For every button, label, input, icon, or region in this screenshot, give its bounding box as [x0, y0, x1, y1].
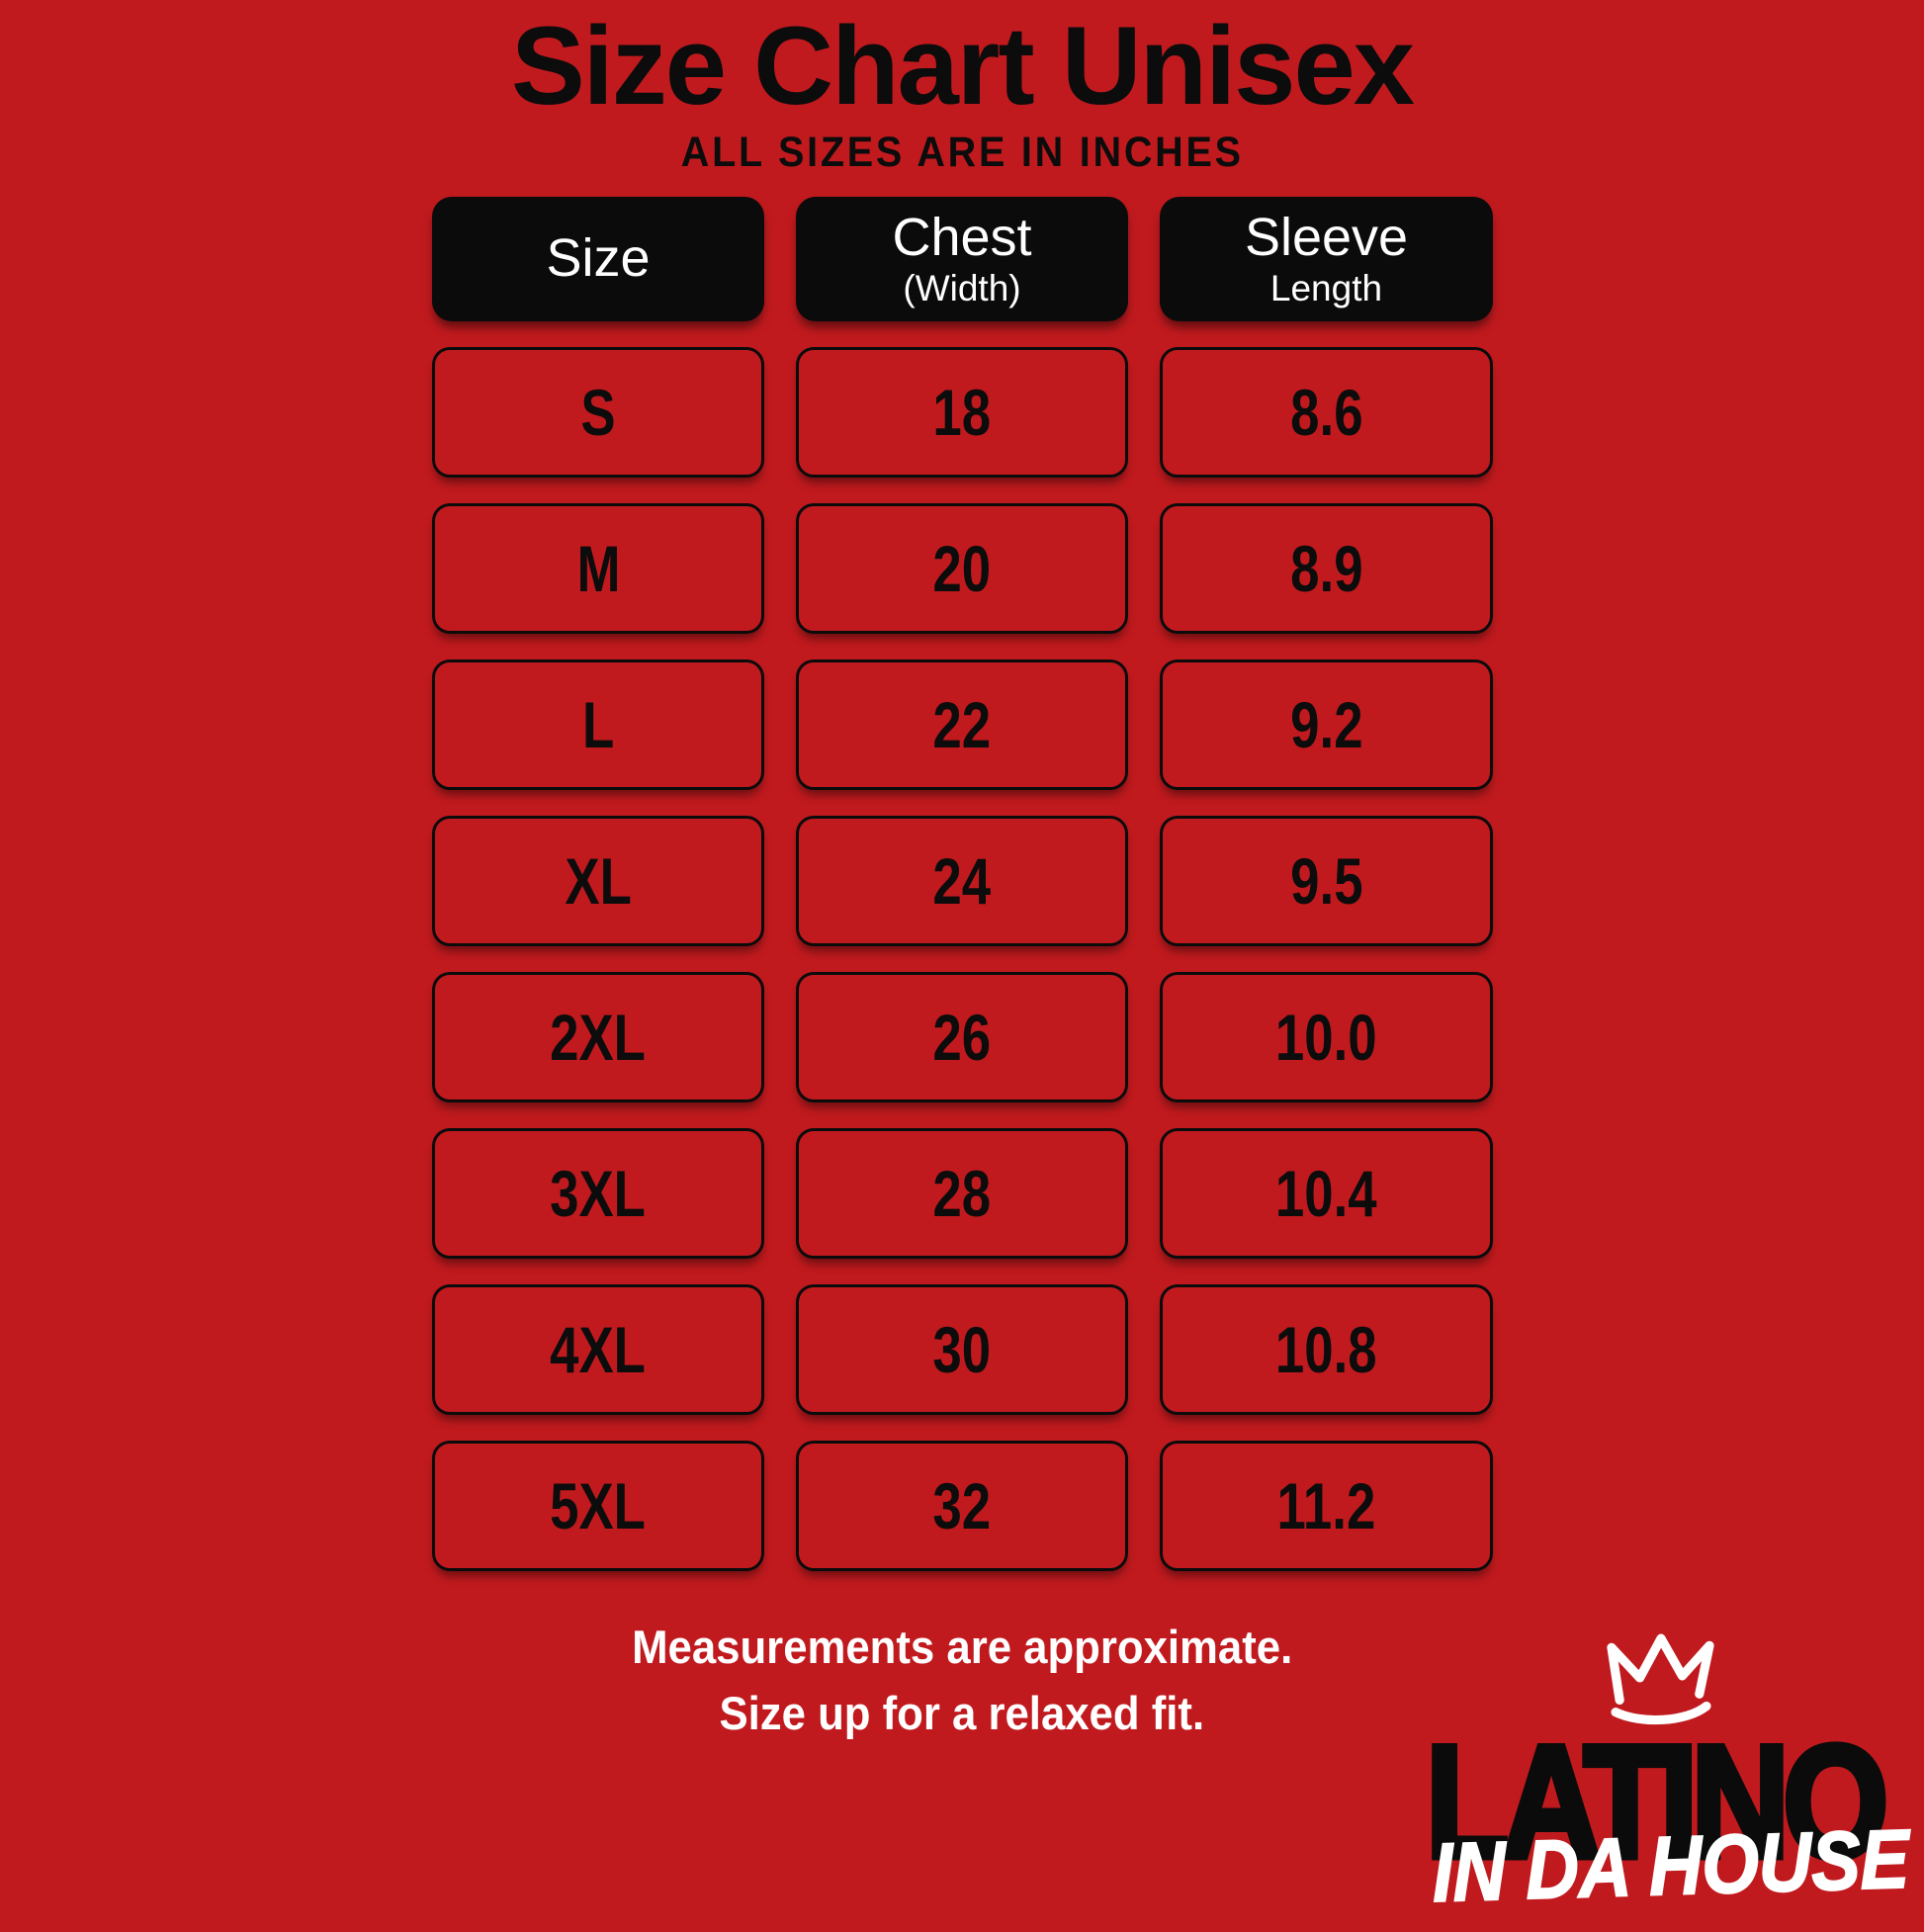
brand-tagline: IN DA HOUSE [1431, 1811, 1911, 1920]
column-header-sleeve-sublabel: Length [1269, 268, 1383, 309]
sleeve-value: 9.5 [1289, 844, 1363, 918]
size-value: 3XL [550, 1157, 647, 1230]
size-value: 5XL [550, 1469, 647, 1542]
sleeve-cell: 9.5 [1160, 816, 1493, 946]
chest-value: 26 [932, 1001, 992, 1074]
chest-cell: 28 [796, 1128, 1128, 1259]
chest-cell: 26 [796, 972, 1128, 1102]
column-header-size-label: Size [546, 228, 651, 289]
sleeve-value: 8.6 [1289, 376, 1363, 449]
sleeve-cell: 11.2 [1160, 1441, 1493, 1571]
column-header-chest: Chest (Width) [796, 197, 1128, 321]
size-cell: 3XL [432, 1128, 764, 1259]
chest-value: 18 [932, 376, 992, 449]
column-header-size: Size [432, 197, 764, 321]
sleeve-cell: 10.8 [1160, 1284, 1493, 1415]
size-cell: 4XL [432, 1284, 764, 1415]
chest-cell: 22 [796, 659, 1128, 790]
sleeve-value: 10.8 [1275, 1313, 1377, 1386]
size-cell: L [432, 659, 764, 790]
size-value: XL [565, 844, 632, 918]
size-table: Size Chest (Width) Sleeve Length S 18 8.… [432, 197, 1493, 1571]
brand-name: LATINO [1423, 1712, 1891, 1891]
footer-note-line1: Measurements are approximate. [631, 1621, 1293, 1673]
chest-cell: 30 [796, 1284, 1128, 1415]
size-cell: S [432, 347, 764, 478]
chest-value: 22 [932, 688, 992, 761]
column-header-chest-label: Chest [892, 207, 1032, 267]
sleeve-value: 11.2 [1276, 1469, 1376, 1542]
sleeve-value: 10.0 [1275, 1001, 1377, 1074]
size-value: S [580, 376, 616, 449]
page-subtitle: ALL SIZES ARE IN INCHES [0, 129, 1924, 177]
chest-cell: 20 [796, 503, 1128, 634]
column-header-chest-sublabel: (Width) [903, 268, 1021, 309]
sleeve-value: 10.4 [1275, 1157, 1377, 1230]
footer-note: Measurements are approximate. Size up fo… [0, 1614, 1924, 1746]
sleeve-cell: 10.4 [1160, 1128, 1493, 1259]
chest-value: 24 [932, 844, 992, 918]
column-header-sleeve-label: Sleeve [1244, 207, 1409, 267]
chest-value: 28 [932, 1157, 992, 1230]
size-value: L [581, 688, 615, 761]
column-header-sleeve: Sleeve Length [1160, 197, 1493, 321]
sleeve-cell: 8.9 [1160, 503, 1493, 634]
size-value: M [575, 532, 620, 605]
size-cell: 2XL [432, 972, 764, 1102]
sleeve-cell: 10.0 [1160, 972, 1493, 1102]
chest-cell: 24 [796, 816, 1128, 946]
sleeve-value: 8.9 [1289, 532, 1363, 605]
chest-cell: 32 [796, 1441, 1128, 1571]
footer-note-line2: Size up for a relaxed fit. [719, 1687, 1205, 1739]
chest-value: 30 [932, 1313, 992, 1386]
crown-icon [1607, 1633, 1714, 1725]
page-title: Size Chart Unisex [510, 4, 1415, 128]
size-cell: M [432, 503, 764, 634]
sleeve-value: 9.2 [1289, 688, 1363, 761]
chest-cell: 18 [796, 347, 1128, 478]
chest-value: 20 [932, 532, 992, 605]
sleeve-cell: 9.2 [1160, 659, 1493, 790]
size-cell: 5XL [432, 1441, 764, 1571]
size-value: 2XL [550, 1001, 647, 1074]
sleeve-cell: 8.6 [1160, 347, 1493, 478]
size-value: 4XL [550, 1313, 647, 1386]
chest-value: 32 [932, 1469, 992, 1542]
size-cell: XL [432, 816, 764, 946]
page-subtitle-text: ALL SIZES ARE IN INCHES [680, 129, 1244, 176]
